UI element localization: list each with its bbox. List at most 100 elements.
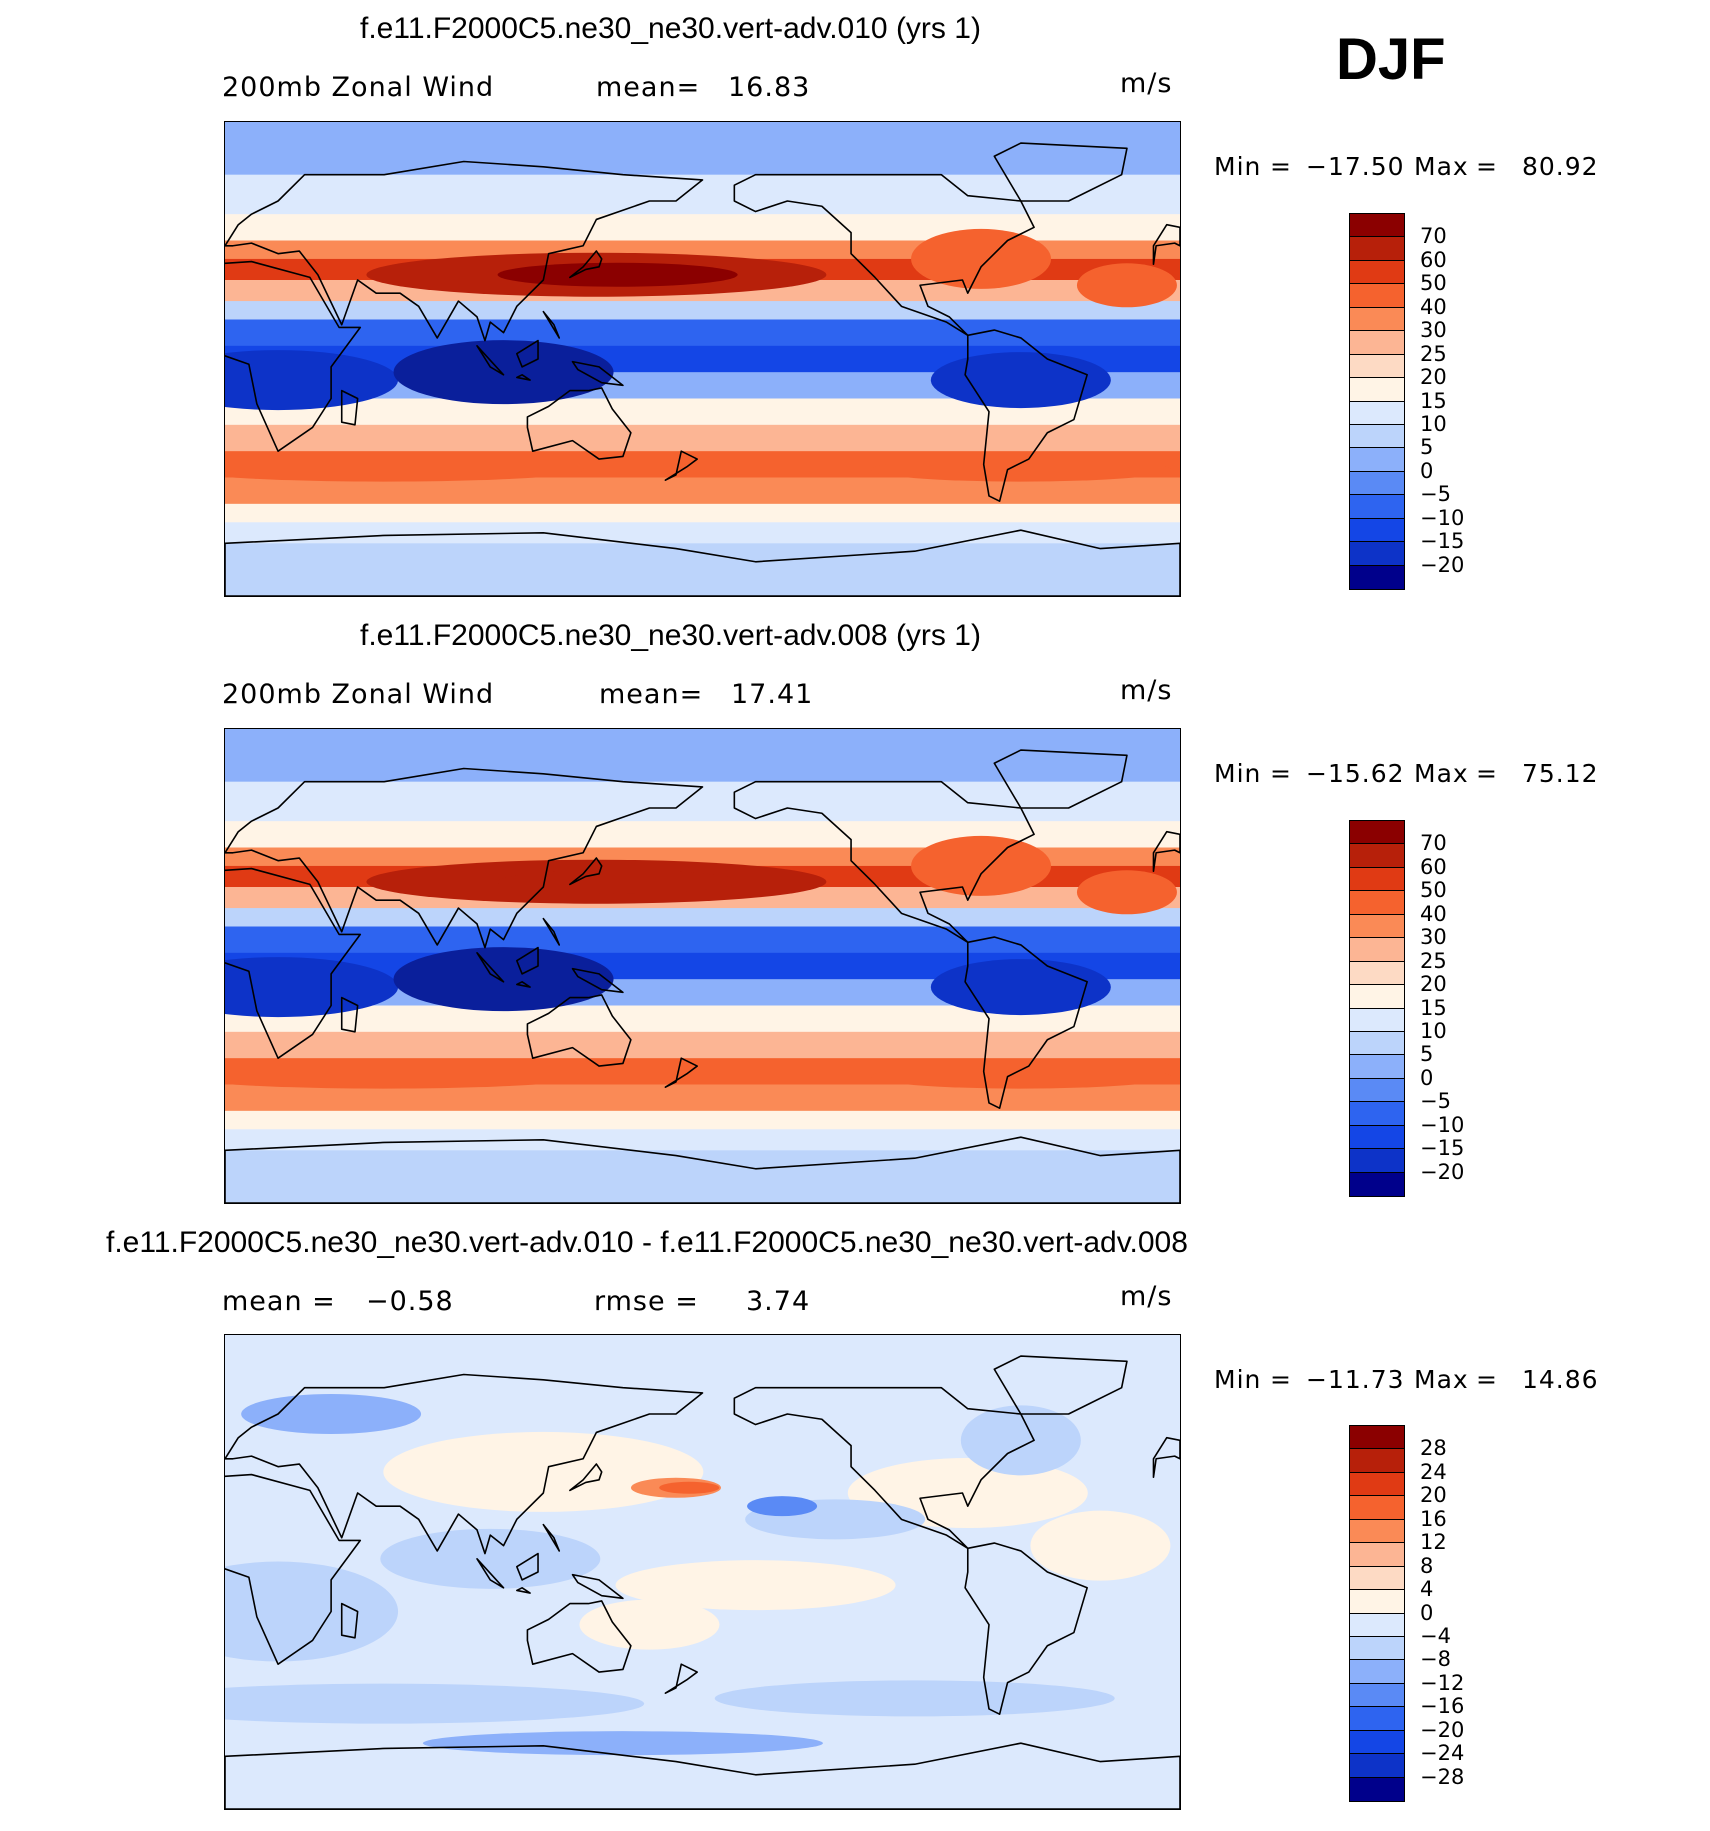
wind-band	[225, 781, 1180, 822]
wind-band	[225, 1084, 1180, 1112]
wind-band	[225, 1150, 1180, 1203]
panel-3-max-label: Max	[1414, 1365, 1469, 1394]
coastline	[340, 1602, 359, 1639]
panel-2-title: f.e11.F2000C5.ne30_ne30.vert-adv.008 (yr…	[360, 619, 981, 652]
colorbar-label: 8	[1420, 1553, 1434, 1578]
coastline	[1152, 830, 1180, 872]
coastline	[993, 142, 1128, 202]
colorbar-box	[1350, 1055, 1404, 1079]
coastline	[993, 749, 1128, 809]
coastline	[225, 767, 704, 949]
panel-2-stat1-label: mean=	[599, 679, 704, 710]
panel-3-min-value: −11.73	[1306, 1365, 1405, 1394]
wind-band	[225, 122, 1180, 176]
colorbar-label: −28	[1420, 1764, 1465, 1789]
panel-2-stat1-value: 17.41	[731, 679, 814, 710]
coastline	[225, 529, 1180, 596]
coastline	[225, 1373, 704, 1555]
colorbar-label: 20	[1420, 365, 1447, 390]
panel-2-max-label: Max	[1414, 759, 1469, 788]
coastline	[964, 936, 1088, 1110]
coastline	[476, 345, 505, 376]
wind-band	[225, 214, 1180, 241]
colorbar-label: 10	[1420, 1018, 1447, 1043]
colorbar-label: 20	[1420, 1483, 1447, 1508]
panel-1-colorbar-labels: 70 60 50 40 30 25 20 15 10 5 0 −5 −10 −15 −20	[1420, 213, 1480, 588]
diff-anomaly	[422, 1731, 823, 1756]
coastline	[1152, 1436, 1180, 1478]
wind-band	[225, 1031, 1180, 1059]
wind-band	[225, 821, 1180, 848]
colorbar-box	[1350, 1613, 1404, 1637]
colorbar-box	[1350, 307, 1404, 332]
colorbar-label: 30	[1420, 318, 1447, 343]
colorbar-box	[1350, 1031, 1404, 1056]
colorbar-label: 60	[1420, 854, 1447, 879]
easterlies-america	[930, 959, 1111, 1016]
colorbar-label: 24	[1420, 1459, 1447, 1484]
coastline	[516, 374, 531, 381]
diff-anomaly	[241, 1394, 422, 1434]
coastline	[571, 967, 624, 994]
diff-anomaly	[615, 1560, 896, 1611]
colorbar-box	[1350, 1754, 1404, 1778]
atlantic-jet	[911, 228, 1052, 289]
atlantic-jet	[911, 835, 1052, 896]
wind-band	[225, 174, 1180, 215]
panel-3-map	[224, 1334, 1181, 1810]
coastline	[516, 946, 539, 975]
coastline	[476, 952, 505, 983]
diff-anomaly	[225, 1683, 645, 1724]
colorbar-box	[1350, 471, 1404, 496]
diff-anomaly	[960, 1405, 1081, 1476]
colorbar-box	[1350, 1078, 1404, 1103]
panel-1-colorbar	[1349, 213, 1405, 590]
panel-3-max-value: 14.86	[1522, 1365, 1599, 1394]
coastline	[225, 1473, 362, 1665]
jet-max	[497, 869, 738, 894]
colorbar-box	[1350, 1683, 1404, 1708]
panel-3-units: m/s	[1120, 1281, 1173, 1312]
colorbar-label: −4	[1420, 1623, 1451, 1648]
atlantic-jet-east	[1076, 263, 1177, 308]
colorbar-box	[1350, 844, 1404, 868]
coastline	[225, 867, 362, 1059]
colorbar-label: 70	[1420, 224, 1447, 249]
wind-band	[225, 319, 1180, 347]
colorbar-label: 15	[1420, 388, 1447, 413]
colorbar-label: −16	[1420, 1694, 1465, 1719]
southern-jet-2	[870, 1064, 1171, 1089]
colorbar-label: 40	[1420, 294, 1447, 319]
panel-3-stat2-label: rmse =	[594, 1286, 699, 1317]
colorbar-label: 60	[1420, 247, 1447, 272]
diff-anomaly	[380, 1528, 601, 1589]
wind-band	[225, 503, 1180, 523]
coastline	[225, 260, 362, 452]
panel-1-stat1-value: 16.83	[728, 72, 811, 103]
diff-anomaly	[383, 1431, 704, 1512]
easterlies-africa	[225, 350, 399, 411]
colorbar-label: 0	[1420, 458, 1434, 483]
coastline	[542, 310, 561, 339]
colorbar-box	[1350, 518, 1404, 543]
wind-band	[225, 1110, 1180, 1130]
coastline	[516, 1587, 531, 1594]
wind-band	[225, 543, 1180, 596]
wind-band	[225, 926, 1180, 954]
colorbar-box	[1350, 1636, 1404, 1661]
colorbar-label: −15	[1420, 1136, 1465, 1161]
wind-band	[225, 301, 1180, 320]
coastline	[225, 160, 704, 342]
colorbar-box	[1350, 867, 1404, 892]
colorbar-box	[1350, 1449, 1404, 1473]
panel-3-min-label: Min	[1214, 1365, 1262, 1394]
coastline	[733, 780, 1035, 944]
colorbar-label: 40	[1420, 901, 1447, 926]
coastline	[1152, 223, 1180, 265]
colorbar-box	[1350, 542, 1404, 566]
easterlies-maritime	[393, 340, 614, 405]
coastline	[340, 996, 359, 1033]
coastline	[664, 1663, 698, 1694]
panel-3-title: f.e11.F2000C5.ne30_ne30.vert-adv.010 - f…	[106, 1226, 1188, 1259]
colorbar-box	[1350, 1472, 1404, 1497]
